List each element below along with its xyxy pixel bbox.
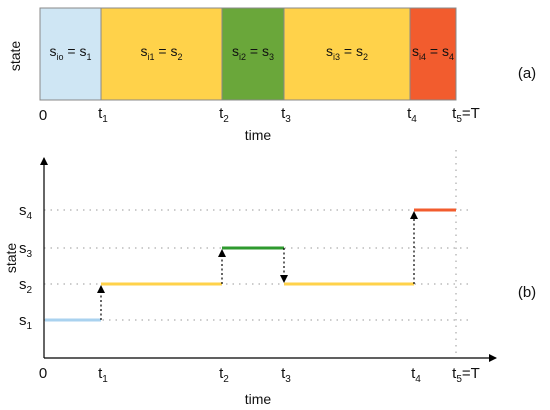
state-segment (409, 7, 457, 101)
panel-a-time-ticks: t1 t2 t3 t4 t5=T (98, 105, 480, 125)
time-tick-label: t2 (219, 105, 229, 125)
time-tick-label: t1 (98, 105, 108, 125)
segment-label: si1 = s2 (141, 43, 183, 62)
panel-b-gridlines (44, 150, 470, 358)
state-tick-label: s2 (19, 276, 33, 296)
segment-label: sio = s1 (50, 43, 92, 62)
panel-a-origin-label: 0 (39, 107, 47, 124)
panel-b-origin-label: 0 (39, 365, 47, 382)
time-tick-label: t5=T (452, 365, 480, 385)
panel-b-label: (b) (518, 284, 536, 301)
time-tick-label: t4 (407, 105, 417, 125)
state-segment (100, 7, 223, 101)
time-tick-label: t3 (281, 105, 291, 125)
time-tick-label: t3 (281, 365, 291, 385)
panel-a-segments: sio = s1 si1 = s2 si2 = s3 si3 = s2 si4 = s4 (39, 7, 457, 101)
panel-b-step-plot: state s1 s2 s3 s4 0 t1 t2 t3 t4 t5=T time (b) (3, 150, 536, 407)
panel-b-x-axis-label: time (245, 391, 272, 407)
panel-b-time-ticks: t1 t2 t3 t4 t5=T (98, 365, 480, 385)
panel-b-transitions (97, 211, 418, 320)
panel-b-state-ticks: s1 s2 s3 s4 (19, 202, 33, 332)
panel-b-steps (45, 208, 456, 322)
panel-a-y-axis-label: state (7, 41, 23, 72)
panel-b-y-axis-label: state (3, 243, 19, 274)
panel-a-label: (a) (518, 65, 536, 82)
time-tick-label: t5=T (452, 105, 480, 125)
time-tick-label: t4 (411, 365, 421, 385)
state-segment (39, 7, 102, 101)
state-tick-label: s1 (19, 312, 33, 332)
state-tick-label: s4 (19, 202, 33, 222)
segment-label: si3 = s2 (326, 43, 368, 62)
segment-label: si2 = s3 (232, 43, 274, 62)
state-tick-label: s3 (19, 240, 33, 260)
panel-a-x-axis-label: time (245, 127, 272, 143)
time-tick-label: t1 (98, 365, 108, 385)
segment-label: si4 = s4 (412, 43, 454, 62)
time-tick-label: t2 (219, 365, 229, 385)
panel-a-state-bar: state sio = s1 si1 = s2 si2 = s3 si3 = s2 si… (7, 7, 536, 143)
